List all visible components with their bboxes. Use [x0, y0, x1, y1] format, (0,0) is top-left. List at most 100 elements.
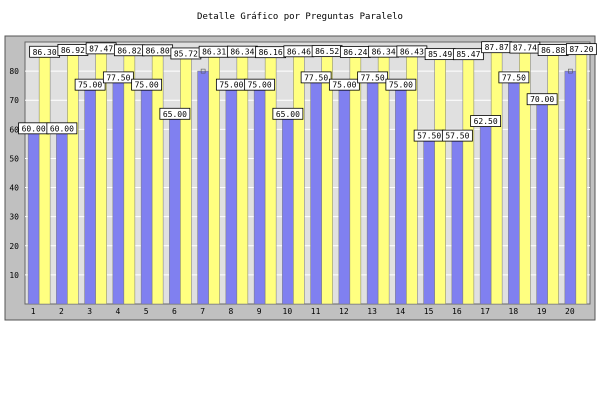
data-label: 60.00: [50, 124, 74, 133]
data-label-box: [452, 48, 484, 61]
bar: [423, 136, 435, 305]
data-label-box: [328, 78, 360, 91]
data-label: 86.24: [343, 48, 367, 57]
bar: [310, 78, 322, 305]
x-tick-label: 8: [228, 307, 233, 316]
data-label-box: [74, 78, 106, 91]
x-tick-label: 20: [565, 307, 575, 316]
data-label-box: [357, 71, 389, 84]
x-tick-label: 9: [257, 307, 262, 316]
data-label: 77.50: [502, 73, 526, 82]
x-tick-label: 14: [396, 307, 406, 316]
data-label: 86.16: [259, 48, 283, 57]
bar: [462, 54, 475, 305]
data-label: 65.00: [276, 110, 300, 119]
bar: [169, 114, 181, 305]
data-label-box: [244, 78, 276, 91]
data-label-box: [565, 43, 597, 56]
bar: [112, 78, 125, 305]
data-label: 77.50: [361, 73, 385, 82]
x-tick-label: 3: [87, 307, 92, 316]
data-label-box: [470, 115, 502, 127]
error-marker: [568, 68, 573, 74]
bar: [508, 78, 520, 305]
bar: [575, 49, 588, 305]
x-tick-label: 11: [311, 307, 321, 316]
bar: [293, 52, 305, 305]
x-axis: 1 2 3 4 5 6 7 8 9 10 11 12 13 14 15 16 17 18 19 20: [31, 307, 575, 316]
y-tick-label: 40: [9, 184, 19, 193]
data-label: 86.88: [541, 46, 565, 55]
bar: [536, 99, 548, 305]
x-tick-label: 17: [480, 307, 490, 316]
bar: [282, 114, 294, 305]
data-label: 77.50: [106, 73, 130, 82]
data-label: 86.92: [61, 46, 85, 55]
bar: [490, 47, 503, 305]
data-label: 75.00: [219, 81, 243, 90]
bar: [197, 70, 209, 305]
data-label: 75.00: [389, 81, 413, 90]
data-label: 86.30: [33, 48, 57, 57]
data-labels: 60.00 60.00 75.00 77.50 75.00 65.00 75.00 75.00…: [18, 41, 597, 142]
bar: [84, 85, 96, 305]
bar: [547, 50, 559, 305]
data-label: 86.43: [400, 47, 424, 56]
bar: [451, 136, 464, 305]
y-tick-label: 80: [9, 67, 19, 76]
bar: [366, 78, 379, 305]
bar: [395, 85, 407, 305]
data-label: 60.00: [22, 124, 46, 133]
x-tick-label: 10: [283, 307, 293, 316]
data-label-box: [385, 78, 417, 91]
bar: [225, 85, 238, 305]
x-tick-label: 15: [424, 307, 434, 316]
y-tick-label: 20: [9, 242, 19, 251]
bar: [180, 54, 192, 305]
data-label-box: [46, 122, 78, 135]
y-tick-label: 60: [9, 125, 19, 134]
data-label: 57.50: [417, 132, 441, 141]
bar: [253, 85, 266, 305]
x-tick-label: 7: [200, 307, 205, 316]
data-label: 70.00: [530, 95, 554, 104]
data-label: 87.74: [513, 44, 537, 53]
data-label: 86.34: [230, 48, 254, 57]
bar: [56, 129, 68, 305]
x-tick-label: 12: [339, 307, 349, 316]
y-tick-label: 70: [9, 96, 19, 105]
data-label-box: [272, 107, 304, 120]
bar: [27, 129, 40, 305]
data-label: 85.49: [428, 50, 452, 59]
chart-title: Detalle Gráfico por Preguntas Paralelo: [197, 12, 403, 22]
data-label: 86.52: [315, 47, 339, 56]
data-label: 75.00: [248, 81, 272, 90]
data-label-box: [131, 78, 163, 91]
x-tick-label: 4: [115, 307, 120, 316]
data-label: 87.20: [569, 45, 593, 54]
bar: [338, 85, 351, 305]
data-label: 87.47: [89, 44, 113, 53]
x-tick-label: 16: [452, 307, 462, 316]
data-label: 85.72: [174, 49, 198, 58]
data-label: 57.50: [445, 132, 469, 141]
data-label-box: [441, 129, 473, 142]
x-tick-label: 2: [59, 307, 64, 316]
bars: [27, 45, 588, 305]
data-label: 65.00: [163, 110, 187, 119]
error-marker: [200, 68, 206, 74]
data-label-box: [300, 71, 332, 84]
data-label: 86.82: [117, 46, 141, 55]
data-label: 77.50: [304, 73, 328, 82]
bar: [434, 54, 446, 305]
bar: [519, 48, 531, 305]
data-label: 85.47: [456, 50, 480, 59]
bar: [140, 85, 153, 305]
bar: [479, 121, 492, 305]
data-label: 75.00: [135, 81, 159, 90]
data-label: 86.31: [202, 48, 226, 57]
data-label: 62.50: [474, 117, 498, 126]
x-tick-label: 6: [172, 307, 177, 316]
x-tick-label: 1: [31, 307, 36, 316]
